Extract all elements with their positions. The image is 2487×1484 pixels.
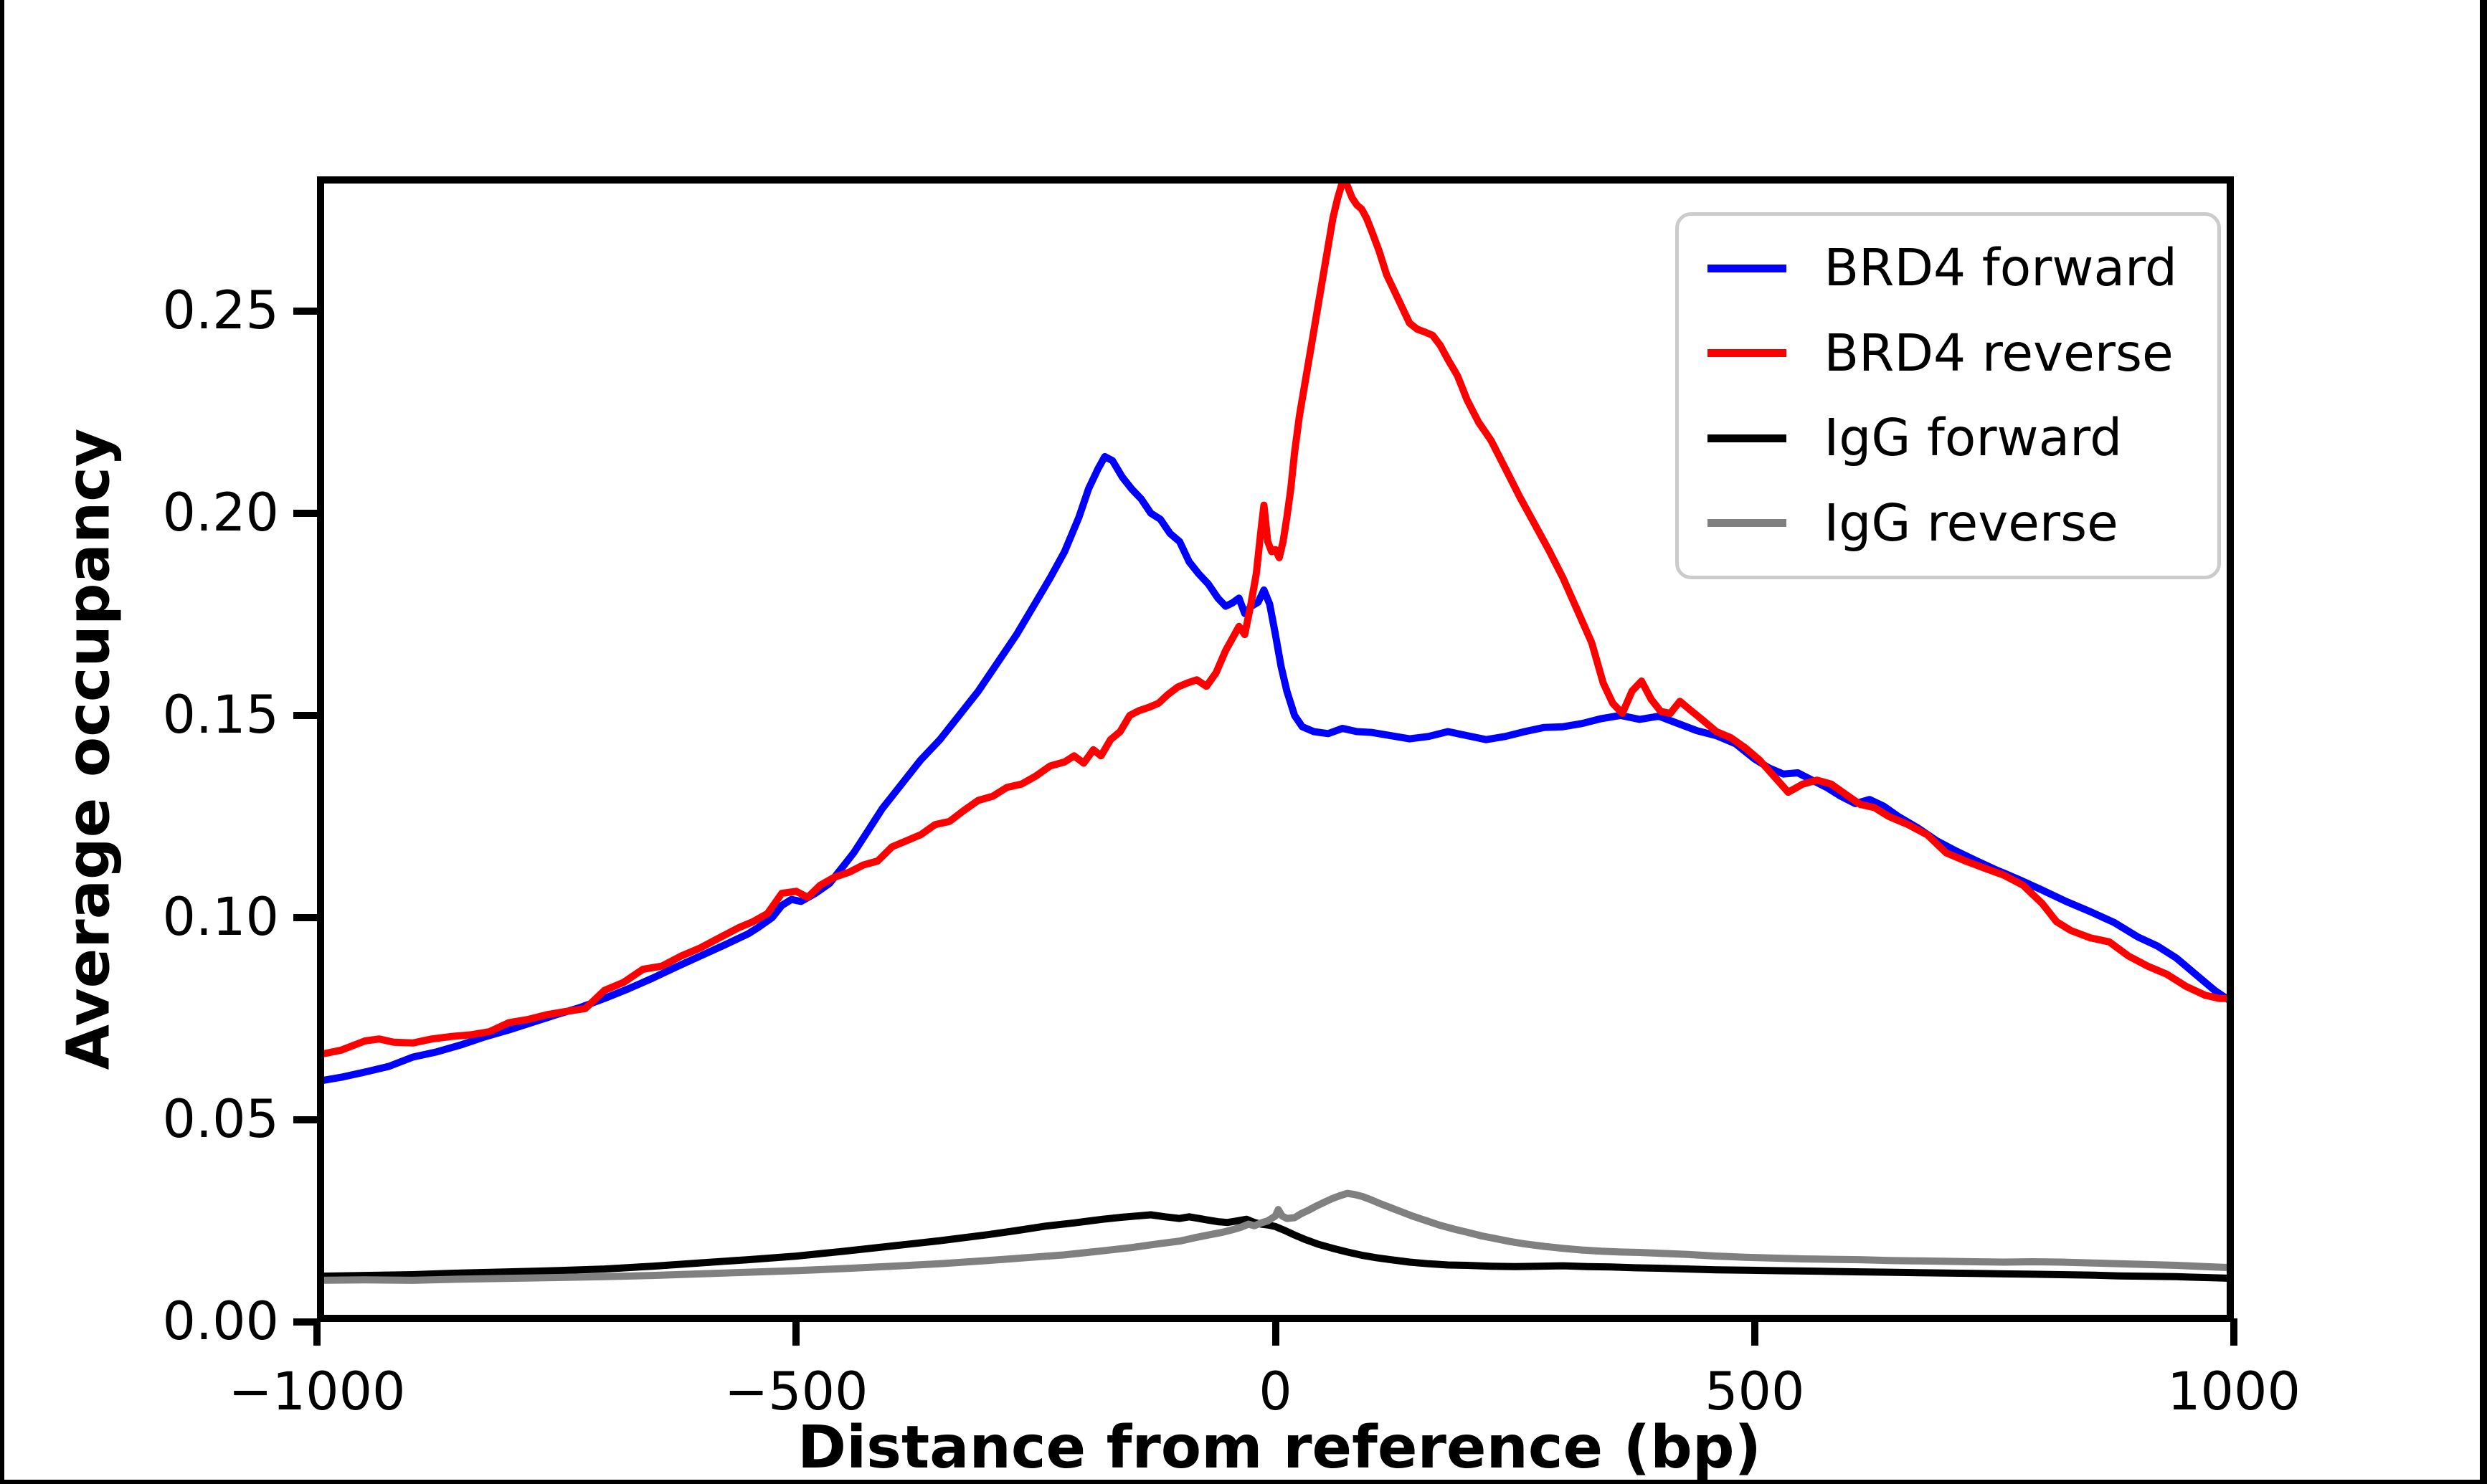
y-tick-label-0.15: 0.15	[162, 684, 279, 746]
x-tick-label-0: 0	[1259, 1361, 1292, 1422]
y-tick-label-0.05: 0.05	[162, 1088, 279, 1150]
x-tick-label-500: 500	[1705, 1361, 1805, 1422]
y-tick-label-0.20: 0.20	[162, 482, 279, 543]
series-line-igg-reverse	[317, 1189, 2234, 1284]
y-tick-mark-0.15	[293, 711, 321, 719]
legend-swatch-igg-reverse	[1707, 519, 1787, 528]
legend-item-igg-reverse: IgG reverse	[1707, 493, 2177, 553]
figure-canvas: Average occupancy Distance from referenc…	[4, 0, 2480, 1482]
series-line-brd4-reverse	[317, 178, 2234, 1059]
x-tick-mark-500	[1751, 1318, 1758, 1346]
x-tick-mark-−1000	[313, 1318, 321, 1346]
y-tick-label-0.25: 0.25	[162, 280, 279, 341]
plot-area: BRD4 forward BRD4 reverse IgG forward IgG r…	[317, 176, 2234, 1322]
legend-swatch-brd4-reverse	[1707, 349, 1787, 358]
right-edge-bar	[2480, 0, 2487, 1484]
y-tick-mark-0.20	[293, 509, 321, 517]
y-tick-label-0.10: 0.10	[162, 886, 279, 948]
legend-label-igg-reverse: IgG reverse	[1824, 493, 2118, 553]
legend-label-brd4-forward: BRD4 forward	[1824, 238, 2177, 298]
legend-box: BRD4 forward BRD4 reverse IgG forward IgG r…	[1675, 212, 2221, 580]
left-edge-bar	[0, 0, 4, 1484]
y-tick-mark-0.00	[293, 1318, 321, 1326]
x-tick-label-−500: −500	[724, 1361, 868, 1422]
series-line-igg-forward	[317, 1211, 2234, 1283]
legend-label-brd4-reverse: BRD4 reverse	[1824, 323, 2174, 383]
legend-item-brd4-reverse: BRD4 reverse	[1707, 323, 2177, 383]
bottom-edge-bar	[0, 1480, 2487, 1484]
y-tick-mark-0.05	[293, 1116, 321, 1123]
x-tick-mark-1000	[2230, 1318, 2237, 1346]
x-tick-label-1000: 1000	[2167, 1361, 2301, 1422]
x-tick-mark-−500	[792, 1318, 800, 1346]
y-tick-mark-0.10	[293, 913, 321, 921]
x-axis-title: Distance from reference (bp)	[797, 1414, 1761, 1482]
legend-swatch-igg-forward	[1707, 434, 1787, 442]
legend-item-igg-forward: IgG forward	[1707, 412, 2177, 465]
series-line-brd4-forward	[317, 452, 2234, 1085]
legend-label-igg-forward: IgG forward	[1824, 408, 2123, 468]
x-tick-mark-0	[1271, 1318, 1279, 1346]
y-tick-label-0.00: 0.00	[162, 1291, 279, 1352]
y-tick-mark-0.25	[293, 307, 321, 315]
legend-item-brd4-forward: BRD4 forward	[1707, 238, 2177, 298]
legend-swatch-brd4-forward	[1707, 264, 1787, 272]
x-tick-label-−1000: −1000	[228, 1361, 406, 1422]
